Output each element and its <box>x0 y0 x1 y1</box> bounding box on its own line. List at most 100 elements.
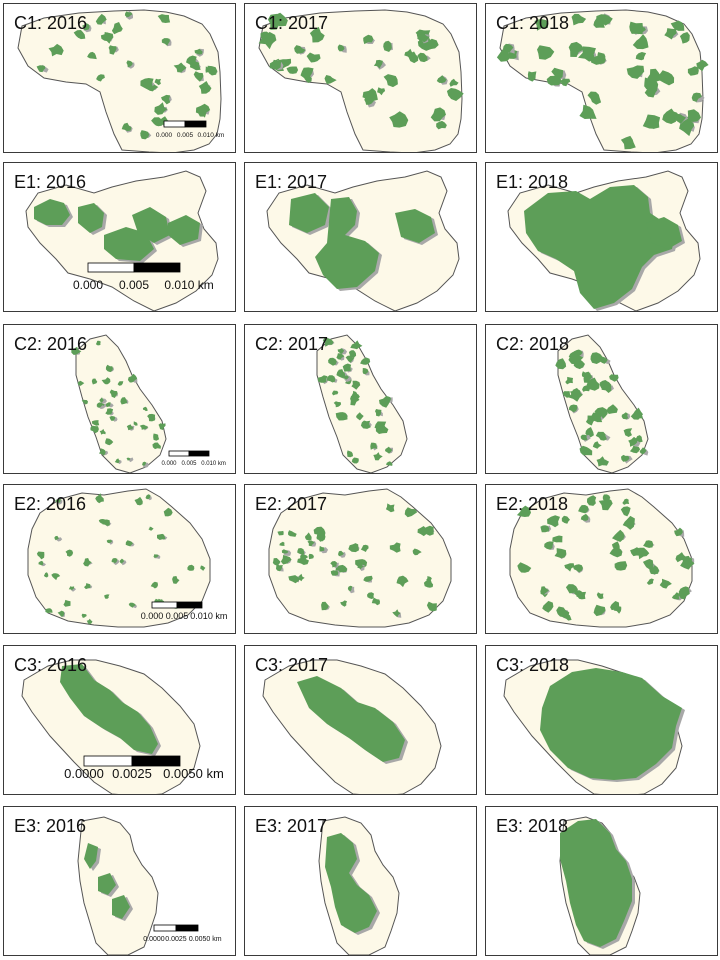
cover-patch <box>95 340 101 346</box>
cover-patch <box>163 507 173 517</box>
cover-patch <box>279 541 285 546</box>
cover-patch <box>679 32 690 44</box>
cover-patch <box>423 579 434 588</box>
cover-patch <box>360 544 369 552</box>
panel-title: C2: 2018 <box>496 334 570 354</box>
cover-patch <box>83 558 92 567</box>
cover-patch <box>126 424 134 431</box>
cover-patch <box>109 416 115 421</box>
cover-patch <box>544 541 554 550</box>
cover-patch <box>45 608 53 614</box>
cover-patch <box>595 431 606 439</box>
map-canvas <box>509 488 695 628</box>
cover-patch <box>48 43 64 57</box>
cover-patch <box>547 515 560 528</box>
cover-patch <box>568 404 578 413</box>
scale-bar-black-segment <box>184 120 207 128</box>
cover-patch <box>632 34 649 50</box>
cover-patch <box>621 412 629 420</box>
cover-patch <box>289 193 329 233</box>
cover-patch <box>114 458 120 464</box>
cover-patch <box>153 554 159 558</box>
cover-patch <box>417 526 427 537</box>
map-canvas <box>496 9 709 152</box>
map-panel: C3: 2018 <box>485 645 718 795</box>
cover-patch <box>362 88 378 102</box>
scale-bar-label: 0.0050 km <box>189 936 222 943</box>
cover-patch <box>602 494 611 503</box>
cover-patch <box>620 135 636 150</box>
scale-bar-label: 0.005 <box>181 461 197 467</box>
cover-patch <box>379 396 390 408</box>
cover-patch <box>194 48 203 55</box>
cover-patch <box>593 604 606 617</box>
cover-patch <box>127 373 138 383</box>
cover-patch <box>101 377 111 385</box>
cover-patch <box>412 548 422 556</box>
cover-patch <box>596 456 609 467</box>
map-canvas <box>318 816 400 955</box>
cover-patch <box>684 109 701 122</box>
cover-patch <box>502 43 514 53</box>
cover-patch <box>193 71 204 82</box>
cover-patch <box>374 421 387 432</box>
cover-patch <box>57 610 65 617</box>
cover-patch <box>417 32 429 43</box>
cover-patch <box>71 346 82 355</box>
scale-bar-white-segment <box>153 924 177 932</box>
panel-title: C2: 2016 <box>14 334 88 354</box>
map-panel: 0.0000 0.0025 0.0050 km C3: 2016 <box>3 645 236 795</box>
cover-patch <box>578 46 596 62</box>
map-panel: E1: 2018 <box>485 162 718 312</box>
site-boundary <box>258 9 463 152</box>
map-canvas <box>559 816 641 955</box>
panel-title: E2: 2016 <box>14 494 87 514</box>
cover-patch <box>430 107 446 122</box>
map-canvas <box>507 170 701 311</box>
cover-patch <box>258 31 277 50</box>
cover-patch <box>43 572 49 578</box>
cover-patch <box>305 532 312 541</box>
cover-patch <box>449 78 459 87</box>
scale-bar-label: 0.0000 <box>64 766 104 781</box>
scale-bar-label: 0.005 <box>166 611 189 621</box>
cover-patch <box>303 74 312 83</box>
cover-patch <box>647 68 661 83</box>
cover-patch <box>392 609 401 618</box>
cover-patch <box>332 390 339 396</box>
cover-patch <box>51 573 61 581</box>
cover-patch <box>112 895 130 919</box>
cover-patch <box>124 11 133 17</box>
cover-patch <box>148 526 154 531</box>
cover-patch <box>357 563 365 570</box>
cover-patch <box>336 353 345 360</box>
scale-bar-label: 0.000 <box>161 461 177 467</box>
cover-patch <box>150 581 158 589</box>
cover-patch <box>335 564 348 573</box>
cover-patch <box>579 104 597 119</box>
cover-patch <box>609 374 619 382</box>
cover-patch <box>580 434 588 441</box>
cover-patch <box>599 380 610 390</box>
cover-patch <box>142 406 148 412</box>
scale-bar: 0.0000 0.0025 0.0050 km <box>143 924 222 943</box>
cover-patch <box>389 111 409 128</box>
scale-bar-label: 0.010 km <box>164 278 213 292</box>
cover-patch <box>351 380 361 390</box>
cover-patch <box>552 535 563 543</box>
map-panel: E3: 2018 <box>485 806 718 956</box>
cover-patch <box>370 442 378 450</box>
map-panel: 0.000 0.005 0.010 km C2: 2016 <box>3 324 236 474</box>
cover-patch <box>620 506 631 517</box>
panel-title: E1: 2018 <box>496 172 569 192</box>
cover-patch <box>157 14 171 23</box>
cover-patch <box>568 41 584 57</box>
cover-patch <box>78 203 104 233</box>
cover-patch <box>628 436 638 447</box>
cover-patch <box>560 819 632 947</box>
cover-patch <box>120 397 128 405</box>
cover-patch <box>597 52 606 62</box>
cover-patch <box>81 399 88 405</box>
cover-patch <box>561 78 571 87</box>
cover-patch <box>297 548 305 555</box>
